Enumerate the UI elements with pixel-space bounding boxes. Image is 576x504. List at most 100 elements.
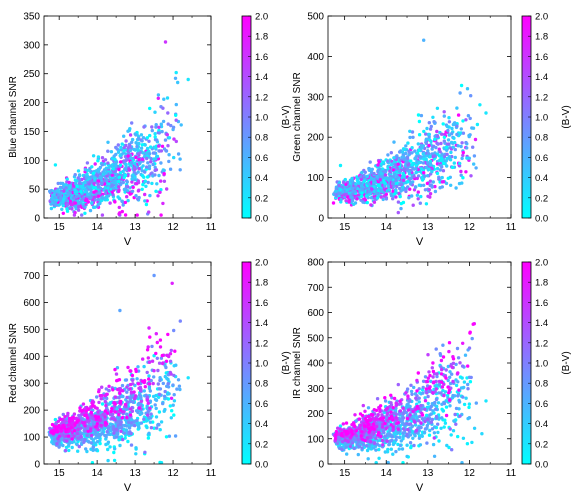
data-point — [127, 420, 131, 425]
data-point — [91, 205, 96, 210]
data-point — [160, 353, 164, 358]
data-point — [130, 378, 135, 382]
data-point — [104, 442, 108, 447]
data-point — [84, 198, 88, 203]
data-point — [172, 413, 176, 417]
data-point — [424, 202, 429, 206]
data-point — [410, 392, 414, 396]
data-point — [119, 420, 123, 424]
data-point — [129, 160, 133, 165]
data-point — [106, 447, 110, 452]
data-point — [108, 445, 112, 449]
data-point — [431, 180, 435, 184]
data-point — [128, 387, 132, 391]
data-point — [172, 373, 176, 378]
data-point — [136, 410, 140, 415]
data-point — [140, 143, 144, 147]
data-point — [439, 156, 444, 160]
data-point — [375, 192, 379, 196]
data-point — [112, 179, 116, 183]
data-point — [173, 76, 178, 81]
data-point — [114, 152, 118, 157]
data-point — [106, 149, 110, 153]
x-axis-label: V — [124, 482, 132, 494]
data-point — [454, 362, 458, 367]
data-point — [417, 400, 421, 404]
data-point — [129, 421, 134, 425]
data-point — [103, 399, 108, 404]
data-point — [109, 177, 113, 182]
data-point — [70, 430, 75, 435]
data-point — [156, 96, 160, 101]
data-point — [400, 155, 404, 159]
data-point — [430, 147, 434, 151]
data-point — [145, 165, 149, 169]
data-point — [168, 404, 172, 408]
data-point — [125, 195, 129, 199]
data-point — [422, 38, 426, 42]
data-point — [147, 431, 151, 435]
data-point — [381, 197, 385, 202]
data-point — [347, 200, 351, 204]
data-point — [450, 165, 455, 170]
data-point — [134, 452, 138, 456]
data-point — [159, 161, 163, 165]
data-point — [115, 147, 119, 151]
data-point — [116, 387, 120, 392]
data-point — [148, 420, 153, 424]
data-point — [157, 131, 161, 135]
data-point — [134, 367, 138, 372]
data-point — [416, 190, 420, 194]
data-point — [120, 199, 125, 203]
data-point — [414, 167, 418, 171]
data-point — [137, 158, 141, 162]
data-point — [158, 428, 162, 432]
data-point — [177, 384, 182, 388]
data-point — [435, 129, 439, 134]
data-point — [64, 430, 68, 434]
data-point — [436, 142, 440, 146]
data-point — [344, 445, 349, 449]
data-point — [350, 186, 355, 191]
data-point — [145, 156, 149, 161]
data-point — [57, 203, 61, 207]
data-point — [425, 441, 429, 445]
data-point — [447, 116, 451, 120]
data-point — [174, 139, 178, 144]
data-point — [406, 141, 410, 145]
data-point — [127, 426, 132, 430]
data-point — [334, 194, 338, 198]
data-point — [153, 132, 157, 136]
data-point — [414, 170, 418, 175]
data-point — [113, 367, 117, 372]
data-point — [459, 173, 463, 177]
data-point — [125, 415, 129, 420]
data-point — [60, 207, 64, 211]
data-point — [460, 181, 464, 185]
data-point — [380, 189, 384, 194]
data-point — [128, 396, 132, 401]
data-point — [337, 181, 341, 185]
data-point — [390, 181, 395, 186]
data-point — [365, 174, 369, 179]
data-point — [140, 187, 144, 191]
data-point — [417, 436, 422, 440]
data-point — [448, 404, 452, 408]
data-point — [96, 159, 100, 163]
data-point — [153, 135, 157, 139]
colorbar-tick-label: 0.4 — [535, 173, 548, 184]
data-point — [148, 145, 153, 149]
data-point — [145, 398, 149, 402]
data-point — [425, 423, 429, 428]
colorbar-label: (B-V) — [561, 105, 572, 128]
y-axis-label: Red channel SNR — [8, 323, 19, 403]
data-point — [461, 436, 466, 440]
data-point — [161, 106, 165, 110]
data-point — [145, 425, 149, 430]
data-point — [53, 163, 58, 167]
data-point — [442, 114, 446, 118]
data-point — [84, 188, 88, 192]
data-point — [426, 401, 430, 406]
data-point — [53, 200, 58, 205]
